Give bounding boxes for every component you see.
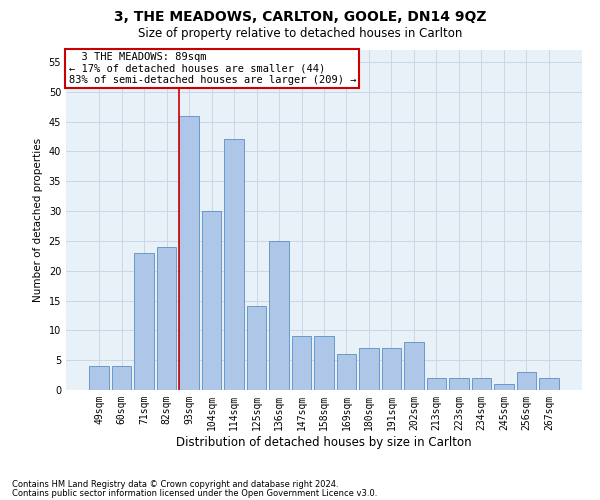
Text: 3, THE MEADOWS, CARLTON, GOOLE, DN14 9QZ: 3, THE MEADOWS, CARLTON, GOOLE, DN14 9QZ	[114, 10, 486, 24]
Y-axis label: Number of detached properties: Number of detached properties	[33, 138, 43, 302]
Bar	[224, 140, 244, 390]
Bar	[449, 378, 469, 390]
Text: Contains public sector information licensed under the Open Government Licence v3: Contains public sector information licen…	[12, 488, 377, 498]
Bar	[89, 366, 109, 390]
Bar	[427, 378, 446, 390]
Bar	[539, 378, 559, 390]
Bar	[292, 336, 311, 390]
Bar	[472, 378, 491, 390]
Bar	[202, 211, 221, 390]
Bar	[157, 247, 176, 390]
Bar	[359, 348, 379, 390]
X-axis label: Distribution of detached houses by size in Carlton: Distribution of detached houses by size …	[176, 436, 472, 448]
Bar	[247, 306, 266, 390]
Bar	[382, 348, 401, 390]
Text: 3 THE MEADOWS: 89sqm
← 17% of detached houses are smaller (44)
83% of semi-detac: 3 THE MEADOWS: 89sqm ← 17% of detached h…	[68, 52, 356, 85]
Text: Size of property relative to detached houses in Carlton: Size of property relative to detached ho…	[138, 28, 462, 40]
Bar	[112, 366, 131, 390]
Bar	[269, 241, 289, 390]
Bar	[179, 116, 199, 390]
Bar	[517, 372, 536, 390]
Bar	[404, 342, 424, 390]
Text: Contains HM Land Registry data © Crown copyright and database right 2024.: Contains HM Land Registry data © Crown c…	[12, 480, 338, 489]
Bar	[134, 253, 154, 390]
Bar	[494, 384, 514, 390]
Bar	[314, 336, 334, 390]
Bar	[337, 354, 356, 390]
